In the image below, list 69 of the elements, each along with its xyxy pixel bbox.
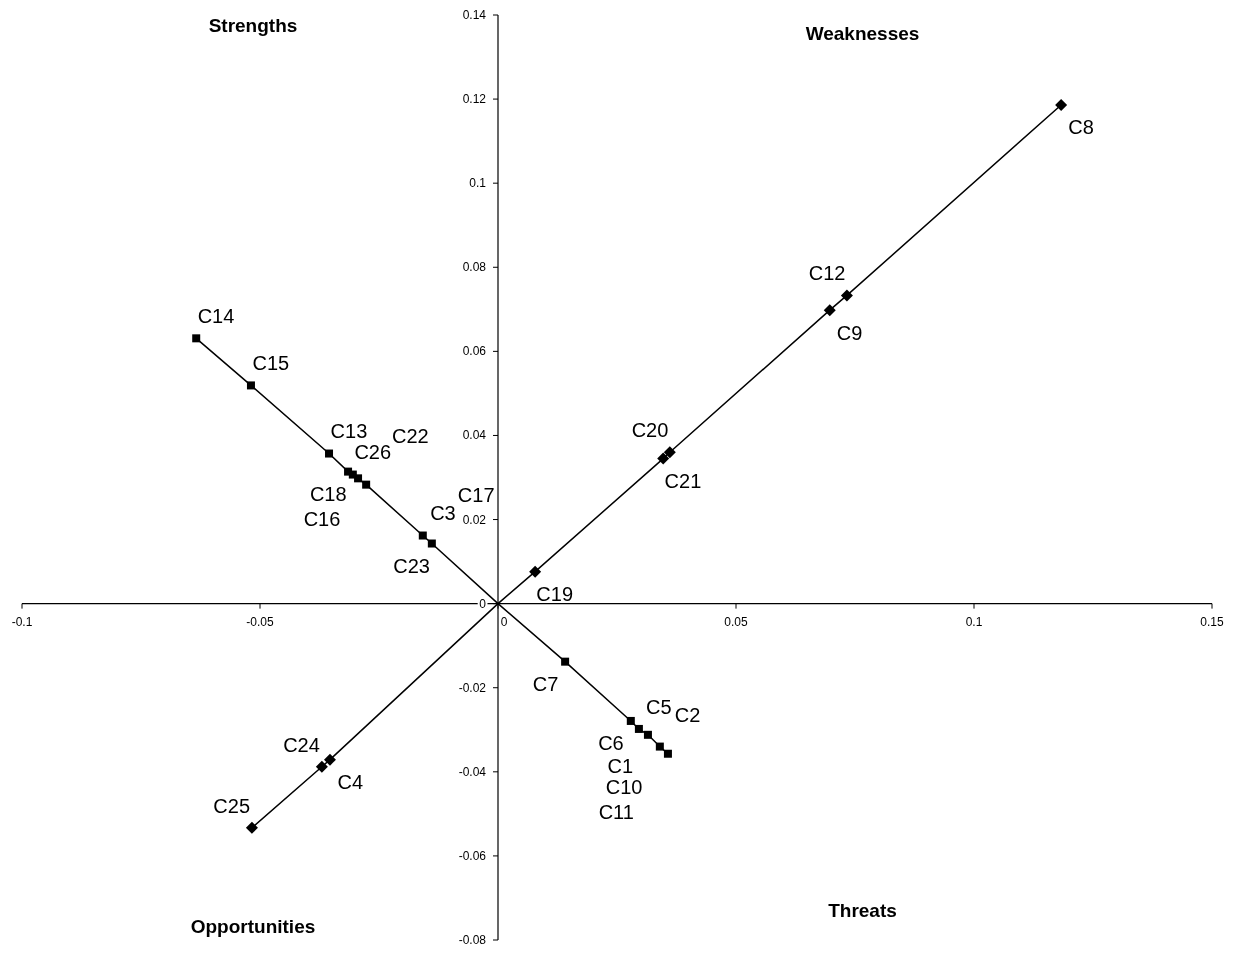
annotation: C2 [674,704,701,727]
point [655,742,664,751]
point [657,452,670,465]
x-tick-label: 0 [500,614,508,629]
annotation: C8 [1068,116,1094,139]
point [529,565,542,578]
annotation: C21 [664,470,702,493]
y-tick-label: -0.02 [458,680,487,695]
y-tick-label: 0.08 [462,260,487,275]
annotation: C1 [607,755,634,778]
point [325,449,334,458]
y-tick-label: 0.1 [469,176,487,191]
y-tick-label: 0.04 [462,428,487,443]
point [1055,98,1068,111]
annotation: C3 [430,502,456,525]
x-tick-label: -0.05 [246,614,274,629]
x-tick-label: 0.1 [965,614,983,629]
point [823,304,836,317]
annotation: C17 [457,483,495,506]
annotation: C18 [309,483,347,506]
x-tick-label: 0.05 [724,614,748,629]
annotation: C6 [598,732,624,755]
x-tick-label: 0.15 [1200,614,1224,629]
point [362,480,371,489]
annotation: Weaknesses [805,23,920,44]
point [840,289,853,302]
annotation: Strengths [208,15,298,36]
point [634,724,643,733]
point [643,730,652,739]
annotation: C7 [532,673,559,696]
point [427,539,436,548]
annotation: C4 [337,770,364,793]
annotation: C24 [283,733,320,756]
annotation: C22 [392,424,429,447]
y-tick-label: -0.08 [458,933,487,947]
y-tick-label: 0.02 [462,512,487,527]
annotation: C11 [598,801,634,824]
y-tick-label: -0.06 [458,848,487,863]
annotation: C16 [303,507,341,530]
annotation: C26 [354,441,392,464]
point [245,821,258,834]
annotation: C14 [197,304,235,327]
annotation: Threats [828,900,897,921]
annotation: C19 [536,583,574,606]
point [192,334,201,343]
point [323,753,336,766]
annotation: C10 [605,776,643,799]
annotation: C12 [808,261,846,284]
point [354,474,363,483]
annotation: C23 [393,554,431,577]
point [626,716,635,725]
annotation: C20 [631,418,669,441]
y-tick-label: 0.06 [462,344,487,359]
annotation: C15 [252,351,290,374]
point [561,657,570,666]
point [315,760,328,773]
annotation: Opportunities [190,916,316,937]
annotation: C9 [836,321,863,344]
point [663,446,676,459]
point [663,749,672,758]
annotation: C25 [213,794,251,817]
annotation: C5 [646,695,672,718]
y-tick-label: 0.12 [462,92,487,107]
x-tick-label: -0.1 [11,614,33,629]
point [246,381,255,390]
annotation: C13 [330,420,368,443]
y-tick-label: 0.14 [462,8,487,22]
point [418,531,427,540]
y-tick-label: -0.04 [458,764,487,779]
